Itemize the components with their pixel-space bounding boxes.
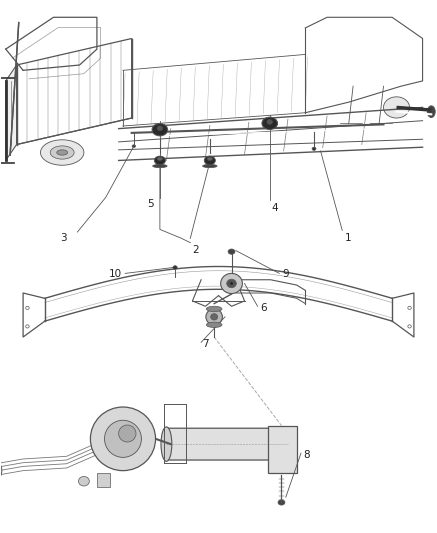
Ellipse shape (173, 266, 177, 269)
Ellipse shape (41, 140, 84, 165)
Ellipse shape (207, 157, 212, 160)
Polygon shape (6, 65, 17, 160)
FancyBboxPatch shape (268, 425, 297, 473)
Ellipse shape (118, 425, 136, 442)
Text: 8: 8 (303, 450, 310, 460)
Ellipse shape (79, 477, 89, 486)
Ellipse shape (157, 126, 163, 131)
FancyBboxPatch shape (164, 428, 290, 460)
Ellipse shape (57, 150, 68, 155)
Ellipse shape (228, 249, 235, 254)
Text: 4: 4 (271, 203, 278, 213)
Ellipse shape (206, 322, 222, 327)
Ellipse shape (157, 157, 163, 160)
Text: 2: 2 (192, 245, 199, 255)
Ellipse shape (26, 306, 29, 310)
Ellipse shape (50, 146, 74, 159)
Ellipse shape (104, 420, 142, 457)
Text: 6: 6 (260, 303, 267, 313)
Ellipse shape (132, 145, 135, 148)
Ellipse shape (267, 119, 273, 124)
Ellipse shape (278, 500, 285, 505)
Text: 3: 3 (60, 233, 66, 243)
Ellipse shape (283, 427, 293, 462)
Text: 9: 9 (283, 270, 289, 279)
Ellipse shape (221, 273, 243, 294)
Ellipse shape (408, 306, 411, 310)
Ellipse shape (152, 124, 168, 136)
Ellipse shape (153, 165, 167, 167)
Ellipse shape (312, 147, 316, 150)
Ellipse shape (408, 325, 411, 328)
Ellipse shape (384, 97, 409, 118)
Ellipse shape (203, 165, 217, 167)
Ellipse shape (161, 427, 172, 462)
Ellipse shape (206, 309, 222, 325)
Ellipse shape (206, 306, 222, 312)
Text: 1: 1 (344, 233, 351, 243)
Ellipse shape (262, 117, 277, 130)
Ellipse shape (227, 279, 236, 288)
Ellipse shape (204, 156, 215, 165)
Text: 10: 10 (109, 270, 122, 279)
Ellipse shape (154, 156, 166, 165)
Ellipse shape (230, 282, 233, 285)
Ellipse shape (211, 314, 218, 320)
Text: 5: 5 (147, 199, 153, 208)
Text: 7: 7 (202, 339, 209, 349)
Ellipse shape (26, 325, 29, 328)
Ellipse shape (427, 106, 435, 117)
Ellipse shape (90, 407, 156, 471)
FancyBboxPatch shape (97, 473, 110, 487)
